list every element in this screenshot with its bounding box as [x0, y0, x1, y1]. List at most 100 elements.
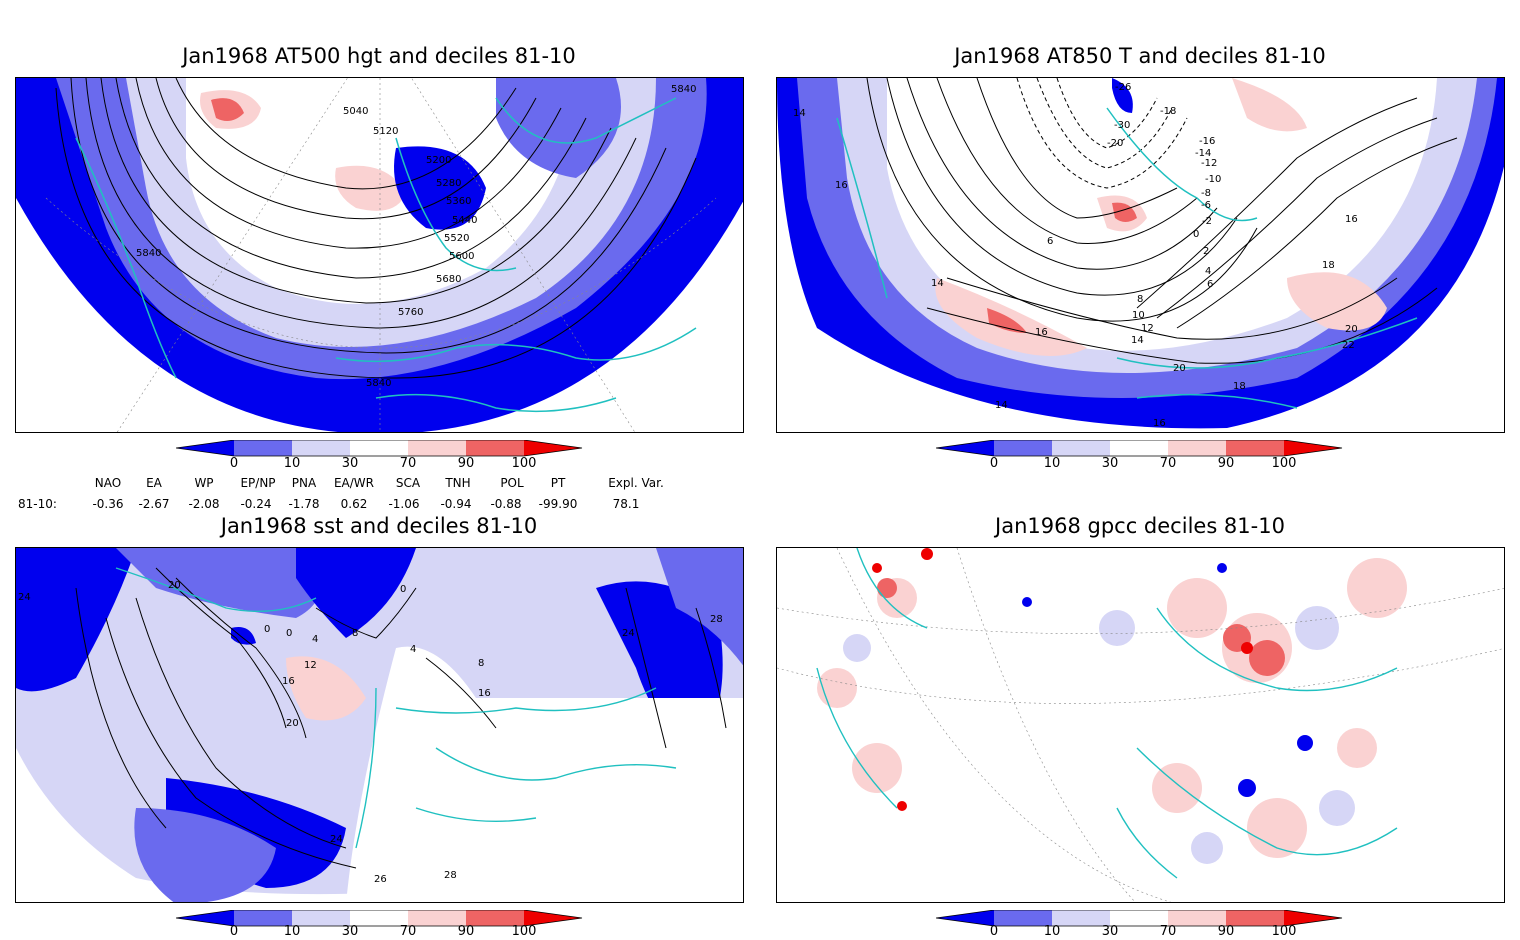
- cb-seg-1: [994, 440, 1052, 456]
- cb-tick: 30: [341, 456, 359, 471]
- contour-label: -10: [1205, 174, 1222, 185]
- index-value: -2.08: [188, 497, 220, 511]
- cb-seg-5: [466, 910, 524, 926]
- contour-label: 4: [1205, 266, 1212, 277]
- cb-tick: 100: [511, 456, 537, 471]
- contour-label: 0: [400, 584, 407, 595]
- contour-label: 16: [1153, 418, 1166, 429]
- cb-seg-6: [1284, 910, 1342, 926]
- contour-label: 16: [1035, 327, 1048, 338]
- index-value: -1.06: [388, 497, 420, 511]
- index-value: -99.90: [538, 497, 578, 511]
- cb-tick: 100: [511, 924, 537, 939]
- indices-header-row: NAO EA WP EP/NP PNA EA/WR SCA TNH POL PT…: [80, 476, 680, 492]
- index-header: NAO: [94, 476, 122, 490]
- cb-seg-4: [1168, 910, 1226, 926]
- contour-label: 28: [710, 614, 723, 625]
- cb-seg-1: [994, 910, 1052, 926]
- index-header: SCA: [395, 476, 421, 490]
- contour-label: 5680: [436, 274, 462, 285]
- contour-label: 28: [444, 870, 457, 881]
- map-t850-svg: [777, 78, 1504, 429]
- cb-tick: 30: [341, 924, 359, 939]
- cb-tick: 90: [1217, 924, 1235, 939]
- cb-tick: 0: [989, 924, 999, 939]
- contour-label: 8: [352, 628, 359, 639]
- index-header: PNA: [291, 476, 317, 490]
- index-value: -0.24: [240, 497, 272, 511]
- index-header: PT: [550, 476, 566, 490]
- cb-seg-5: [1226, 440, 1284, 456]
- contour-label: 20: [1345, 324, 1358, 335]
- index-value: -0.36: [92, 497, 124, 511]
- contour-label: 14: [793, 108, 806, 119]
- contour-label: -30: [1114, 120, 1131, 131]
- contour-label: 20: [168, 580, 181, 591]
- contour-label: 6: [1207, 279, 1214, 290]
- cb-seg-1: [234, 910, 292, 926]
- cb-seg-2: [1052, 910, 1110, 926]
- colorbar-t850: 0 10 30 70 90 100: [935, 439, 1346, 476]
- cb-seg-6: [524, 440, 582, 456]
- index-header: EA: [146, 476, 162, 490]
- cb-seg-2: [1052, 440, 1110, 456]
- cb-tick: 70: [399, 456, 417, 471]
- map-hgt: 5040 5120 5200 5280 5360 5440 5520 5600 …: [15, 77, 744, 433]
- contour-label: 16: [835, 180, 848, 191]
- contour-label: -6: [1201, 200, 1211, 211]
- cb-seg-6: [1284, 440, 1342, 456]
- contour-label: 14: [995, 400, 1008, 411]
- index-row-label: 81-10:: [18, 497, 57, 511]
- cb-tick: 0: [989, 456, 999, 471]
- cb-seg-4: [408, 910, 466, 926]
- colorbar-gpcc: 0 10 30 70 90 100: [935, 909, 1346, 940]
- contour-label: 5040: [343, 106, 369, 117]
- contour-label: 24: [622, 628, 635, 639]
- contour-label: 0: [286, 628, 293, 639]
- index-header: EP/NP: [240, 476, 276, 490]
- colorbar-hgt: 0 10 30 70 90 100: [175, 439, 586, 476]
- cb-tick: 30: [1101, 924, 1119, 939]
- cb-tick: 100: [1271, 456, 1297, 471]
- cb-seg-0: [176, 440, 234, 456]
- contour-label: 5360: [446, 196, 472, 207]
- cb-tick: 10: [1043, 924, 1061, 939]
- cb-seg-3: [350, 440, 408, 456]
- cb-seg-3: [350, 910, 408, 926]
- cb-tick: 0: [229, 924, 239, 939]
- contour-label: 5840: [671, 84, 697, 95]
- map-hgt-svg: [16, 78, 743, 432]
- contour-label: 5760: [398, 307, 424, 318]
- contour-label: 4: [410, 644, 417, 655]
- index-header: WP: [194, 476, 214, 490]
- contour-label: 5840: [136, 248, 162, 259]
- cb-tick: 10: [283, 924, 301, 939]
- cb-tick: 100: [1271, 924, 1297, 939]
- cb-tick: 90: [457, 456, 475, 471]
- contour-label: 18: [1233, 381, 1246, 392]
- contour-label: 16: [1345, 214, 1358, 225]
- cb-seg-3: [1110, 440, 1168, 456]
- panel-title-t850: Jan1968 AT850 T and deciles 81-10: [954, 44, 1326, 68]
- contour-label: 16: [282, 676, 295, 687]
- contour-label: 26: [374, 874, 387, 885]
- index-value: -0.88: [490, 497, 522, 511]
- contour-label: -12: [1201, 158, 1218, 169]
- cb-seg-2: [292, 440, 350, 456]
- index-value: -1.78: [288, 497, 320, 511]
- contour-label: 5600: [449, 251, 475, 262]
- cb-seg-0: [936, 910, 994, 926]
- contour-label: 5840: [366, 378, 392, 389]
- index-header: Expl. Var.: [608, 476, 664, 490]
- cb-tick: 90: [1217, 456, 1235, 471]
- cb-tick: 70: [1159, 456, 1177, 471]
- cb-seg-5: [1226, 910, 1284, 926]
- cb-tick: 70: [1159, 924, 1177, 939]
- contour-label: 8: [478, 658, 485, 669]
- contour-label: -16: [1199, 136, 1216, 147]
- contour-label: -8: [1201, 188, 1211, 199]
- colorbar-gpcc-svg: [935, 909, 1343, 927]
- contour-label: 2: [1203, 246, 1210, 257]
- cb-tick: 0: [229, 456, 239, 471]
- colorbar-t850-svg: [935, 439, 1343, 457]
